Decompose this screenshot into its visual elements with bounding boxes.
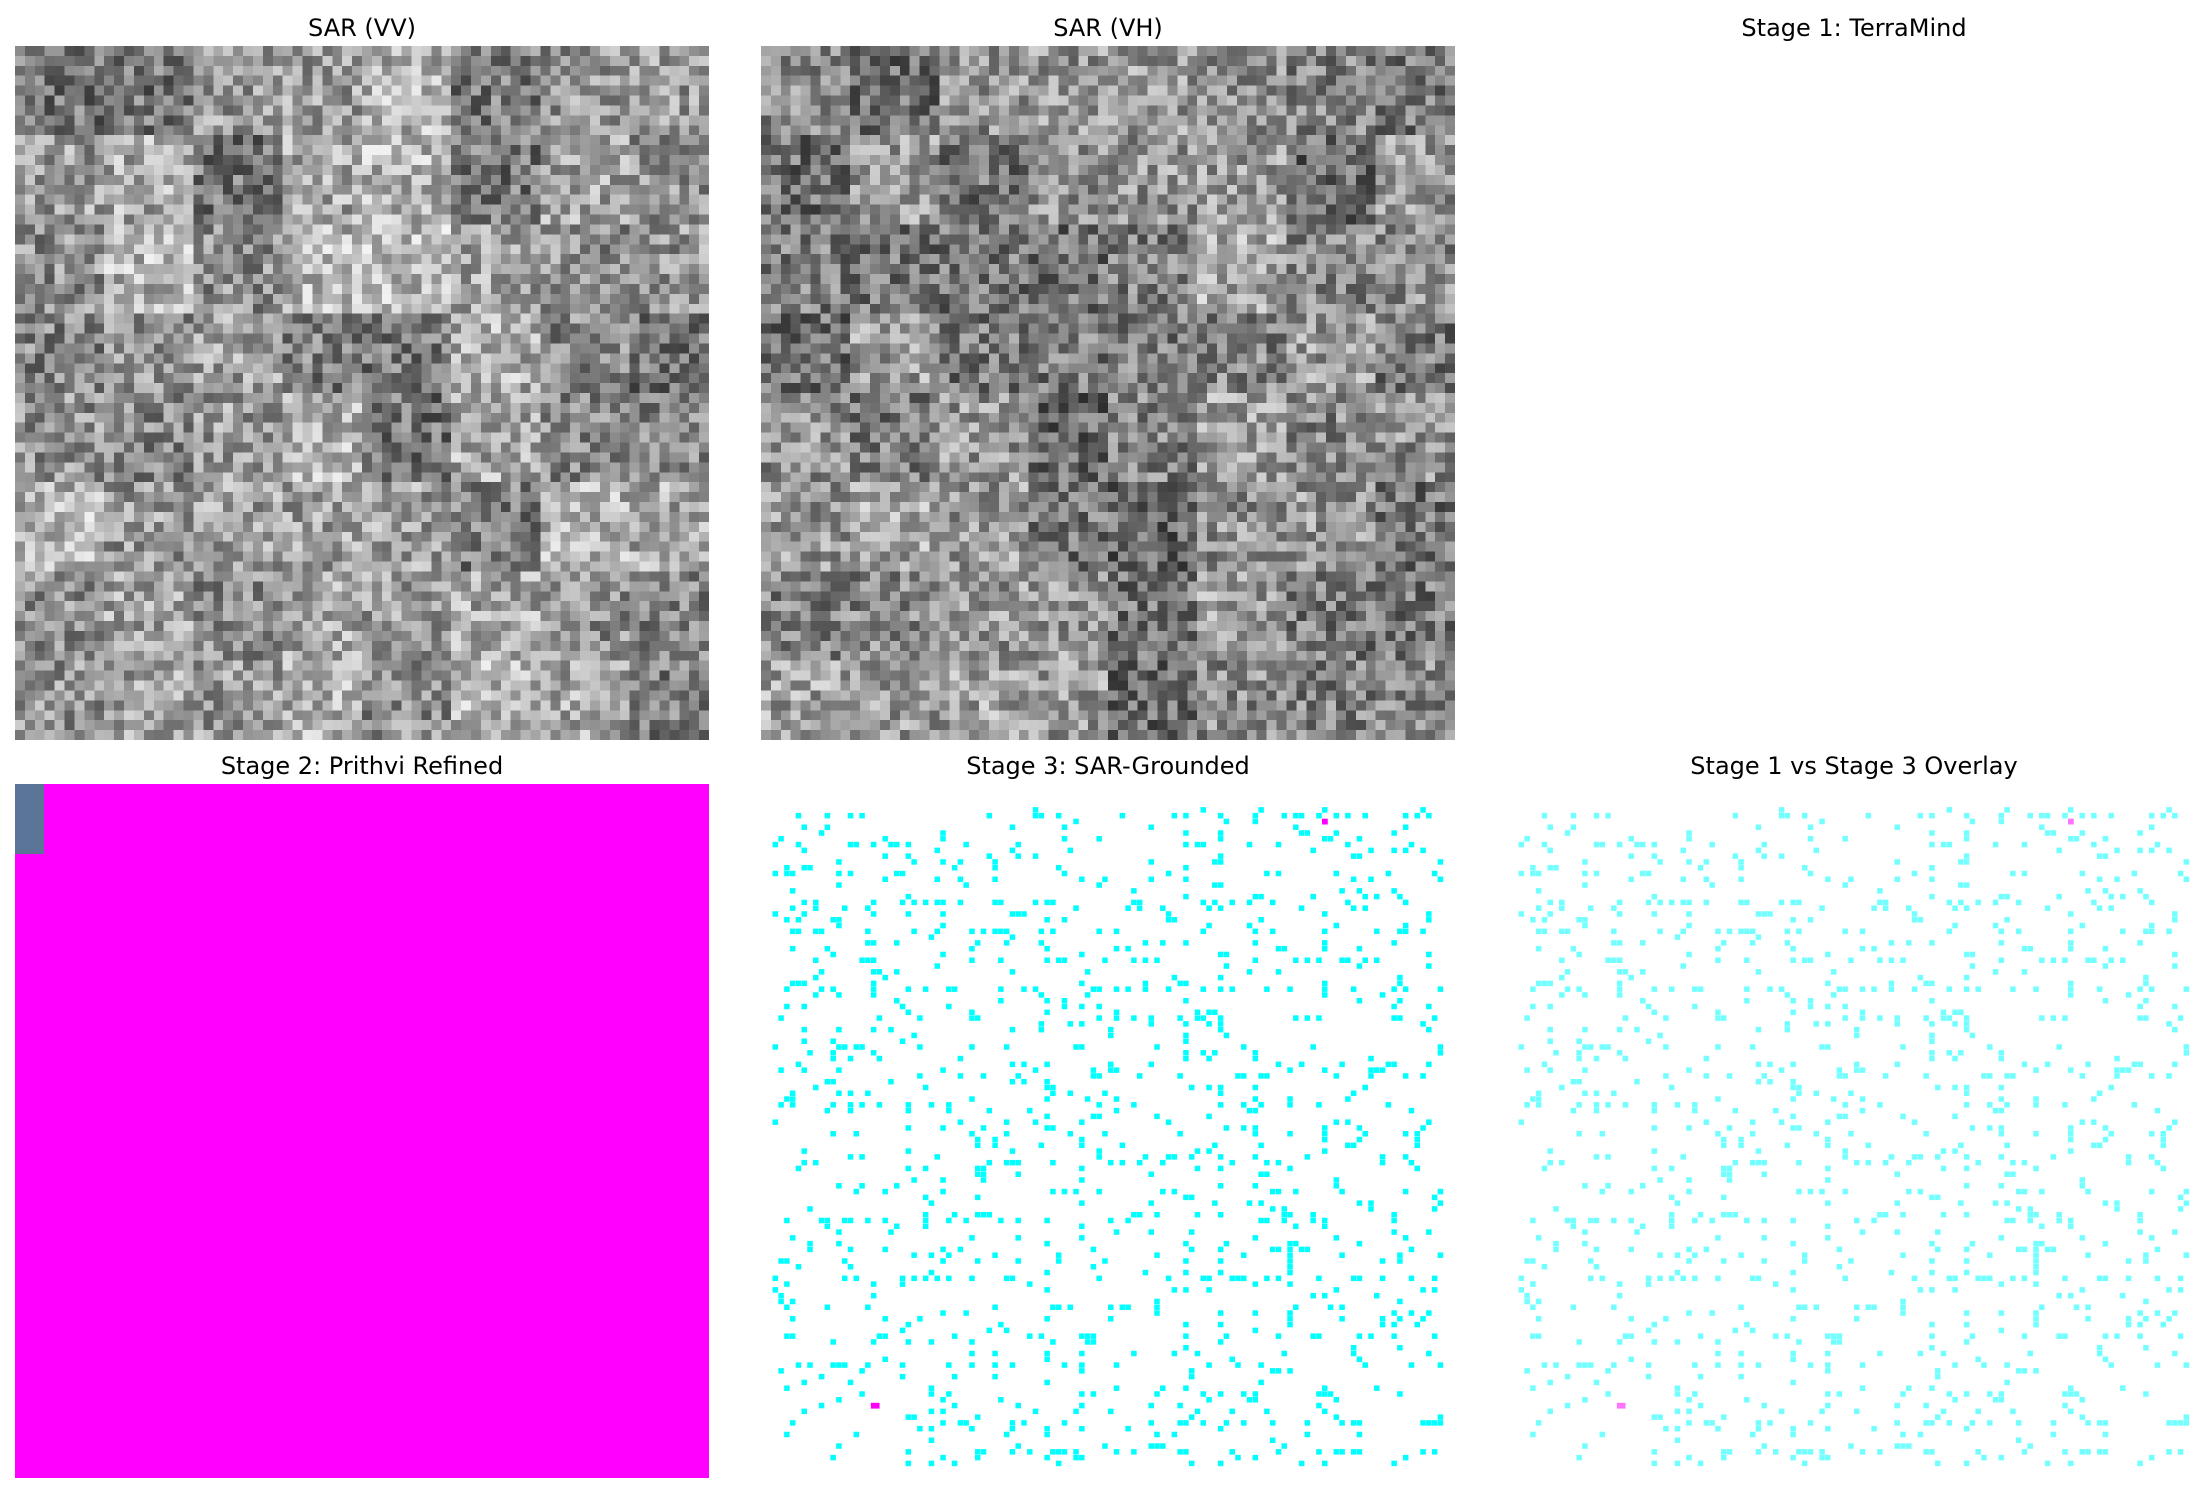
panel-title: SAR (VV) <box>308 14 416 42</box>
stage2-mask-image <box>15 784 709 1478</box>
panel-title: Stage 1: TerraMind <box>1741 14 1967 42</box>
sar-vh-image <box>761 46 1455 740</box>
panel-title: Stage 1 vs Stage 3 Overlay <box>1690 752 2018 780</box>
overlay-sparse-image <box>1507 784 2201 1478</box>
panel-title: Stage 3: SAR-Grounded <box>966 752 1250 780</box>
panel-title: Stage 2: Prithvi Refined <box>220 752 504 780</box>
panel-title: SAR (VH) <box>1053 14 1163 42</box>
stage3-sparse-image <box>761 784 1455 1478</box>
stage1-blank-image <box>1507 46 2201 740</box>
sar-vv-image <box>15 46 709 740</box>
